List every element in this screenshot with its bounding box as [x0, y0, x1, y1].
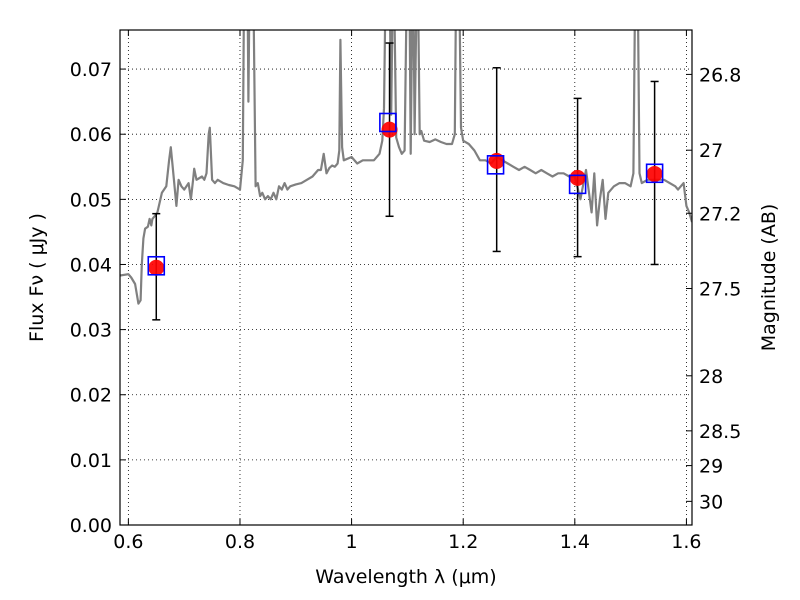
x-tick-label: 1.6 — [671, 531, 701, 553]
y-tick-label: 0.03 — [70, 320, 112, 342]
y-tick-label: 0.07 — [70, 59, 112, 81]
right-tick-label: 27.2 — [699, 203, 741, 225]
right-tick-label: 29 — [699, 456, 723, 478]
photometry-points-layer — [147, 42, 664, 321]
model-spectrum-line — [120, 30, 692, 305]
plot-frame — [119, 29, 693, 526]
y-tick-label: 0.04 — [70, 254, 112, 276]
x-tick-label: 1.4 — [560, 531, 590, 553]
model-point-square — [147, 255, 166, 276]
right-tick-label: 27.5 — [699, 279, 741, 301]
y-tick-label: 0.01 — [70, 450, 112, 472]
y-tick-label: 0.00 — [70, 515, 112, 537]
y-tick-label: 0.06 — [70, 124, 112, 146]
y-axis-label: Flux Fν ( μJy ) — [26, 213, 48, 342]
x-tick-label: 1 — [346, 531, 358, 553]
right-tick-label: 27 — [699, 140, 723, 162]
right-tick-label: 30 — [699, 491, 723, 513]
x-axis-label: Wavelength λ (μm) — [315, 566, 496, 588]
right-tick-label: 26.8 — [699, 64, 741, 86]
model-point-square — [645, 163, 664, 184]
x-tick-label: 1.2 — [448, 531, 478, 553]
axis-ticks: 0.6 0.8 1 1.2 1.4 1.6 0.00 0.01 0.02 0.03 0.04 0.05… — [70, 30, 741, 553]
y-tick-label: 0.02 — [70, 385, 112, 407]
right-tick-label: 28.5 — [699, 421, 741, 443]
model-point-square — [379, 112, 397, 133]
y-tick-label: 0.05 — [70, 189, 112, 211]
model-point-square — [486, 155, 505, 175]
model-spectrum-layer — [120, 30, 692, 305]
right-tick-label: 28 — [699, 366, 723, 388]
observed-point — [646, 165, 663, 182]
model-point-square — [568, 174, 587, 195]
right-axis-label: Magnitude (AB) — [758, 204, 780, 352]
x-tick-label: 0.6 — [113, 531, 143, 553]
observed-point — [148, 259, 165, 276]
observed-point — [488, 152, 505, 169]
x-tick-label: 0.8 — [225, 531, 255, 553]
observed-point — [381, 121, 398, 138]
observed-point — [569, 169, 586, 186]
